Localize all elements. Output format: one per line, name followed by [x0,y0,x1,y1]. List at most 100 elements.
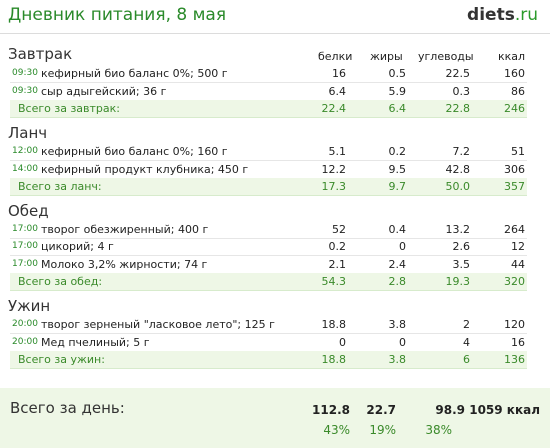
column-carbs: углеводы [418,50,474,63]
total-carbs: 19.3 [445,275,471,288]
item-fats: 2.4 [388,258,407,271]
item-proteins: 18.8 [321,318,347,331]
item-fats: 0.2 [388,145,407,158]
item-name: Молоко 3,2% жирности; 74 г [41,258,208,271]
item-kcal: 160 [504,67,525,80]
item-name: творог обезжиренный; 400 г [41,223,209,236]
total-fats: 6.4 [388,102,407,115]
table-row[interactable]: 12:00 кефирный био баланс 0%; 160 г 5.1 … [10,143,527,161]
item-carbs: 2 [463,318,470,331]
item-time: 17:00 [12,241,38,251]
day-fats-pct: 19% [369,423,396,437]
day-total-label: Всего за день: [10,399,125,417]
table-row[interactable]: 17:00 творог обезжиренный; 400 г 52 0.4 … [10,221,527,239]
total-kcal: 357 [504,180,525,193]
item-kcal: 86 [511,85,525,98]
total-kcal: 246 [504,102,525,115]
item-name: цикорий; 4 г [41,240,114,253]
item-kcal: 44 [511,258,525,271]
item-fats: 5.9 [388,85,407,98]
meal-title-breakfast: Завтрак [8,45,73,63]
table-row[interactable]: 09:30 сыр адыгейский; 36 г 6.4 5.9 0.3 8… [10,83,527,101]
table-row[interactable]: 17:00 цикорий; 4 г 0.2 0 2.6 12 [10,238,527,256]
item-carbs: 13.2 [445,223,471,236]
meal-total-row: Всего за ужин: 18.8 3.8 6 136 [10,351,527,369]
item-carbs: 4 [463,336,470,349]
total-proteins: 54.3 [321,275,347,288]
item-proteins: 52 [332,223,346,236]
item-time: 17:00 [12,259,38,269]
total-fats: 9.7 [388,180,407,193]
meal-total-row: Всего за завтрак: 22.4 6.4 22.8 246 [10,100,527,118]
item-carbs: 0.3 [452,85,471,98]
item-carbs: 3.5 [452,258,471,271]
day-total-carbs: 98.9 [435,403,465,417]
item-proteins: 2.1 [328,258,347,271]
item-name: кефирный био баланс 0%; 500 г [41,67,228,80]
item-proteins: 0.2 [328,240,347,253]
page-title: Дневник питания, 8 мая [8,5,227,25]
meal-title-supper: Ужин [8,297,51,315]
meal-title-lunch: Ланч [8,124,48,142]
site-logo[interactable]: diets.ru [467,5,538,25]
column-kcal: ккал [498,50,526,63]
item-proteins: 0 [339,336,346,349]
column-fats: жиры [370,50,403,63]
item-carbs: 42.8 [445,163,471,176]
day-total-panel [0,388,550,448]
total-carbs: 6 [463,353,470,366]
total-fats: 3.8 [388,353,407,366]
item-time: 17:00 [12,224,38,234]
item-time: 14:00 [12,164,38,174]
item-proteins: 12.2 [321,163,347,176]
column-proteins: белки [318,50,353,63]
header: Дневник питания, 8 мая diets.ru [0,0,550,34]
table-row[interactable]: 14:00 кефирный продукт клубника; 450 г 1… [10,161,527,179]
item-fats: 0 [399,336,406,349]
item-kcal: 12 [511,240,525,253]
item-fats: 3.8 [388,318,407,331]
total-carbs: 22.8 [445,102,471,115]
item-time: 09:30 [12,68,38,78]
total-label: Всего за завтрак: [18,102,121,115]
meal-title-dinner: Обед [8,202,49,220]
table-row[interactable]: 17:00 Молоко 3,2% жирности; 74 г 2.1 2.4… [10,256,527,274]
item-proteins: 5.1 [328,145,347,158]
item-kcal: 51 [511,145,525,158]
item-name: Мед пчелиный; 5 г [41,336,150,349]
meal-total-row: Всего за ланч: 17.3 9.7 50.0 357 [10,178,527,196]
item-fats: 9.5 [388,163,407,176]
item-carbs: 22.5 [445,67,471,80]
item-proteins: 6.4 [328,85,347,98]
item-fats: 0.5 [388,67,407,80]
item-time: 20:00 [12,337,38,347]
logo-suffix: .ru [514,5,538,25]
total-kcal: 320 [504,275,525,288]
item-name: кефирный био баланс 0%; 160 г [41,145,228,158]
day-carbs-pct: 38% [425,423,452,437]
item-time: 20:00 [12,319,38,329]
item-proteins: 16 [332,67,346,80]
total-label: Всего за ланч: [18,180,102,193]
item-time: 09:30 [12,86,38,96]
item-kcal: 16 [511,336,525,349]
total-proteins: 17.3 [321,180,347,193]
total-carbs: 50.0 [445,180,471,193]
item-time: 12:00 [12,146,38,156]
item-name: сыр адыгейский; 36 г [41,85,167,98]
total-proteins: 22.4 [321,102,347,115]
total-label: Всего за обед: [18,275,103,288]
day-proteins-pct: 43% [323,423,350,437]
item-carbs: 7.2 [452,145,471,158]
item-carbs: 2.6 [452,240,471,253]
item-fats: 0 [399,240,406,253]
day-total-proteins: 112.8 [312,403,350,417]
table-row[interactable]: 20:00 творог зерненый "ласковое лето"; 1… [10,316,527,334]
table-row[interactable]: 20:00 Мед пчелиный; 5 г 0 0 4 16 [10,334,527,352]
item-kcal: 264 [504,223,525,236]
day-total-fats: 22.7 [366,403,396,417]
table-row[interactable]: 09:30 кефирный био баланс 0%; 500 г 16 0… [10,65,527,83]
total-label: Всего за ужин: [18,353,105,366]
item-fats: 0.4 [388,223,407,236]
total-fats: 2.8 [388,275,407,288]
